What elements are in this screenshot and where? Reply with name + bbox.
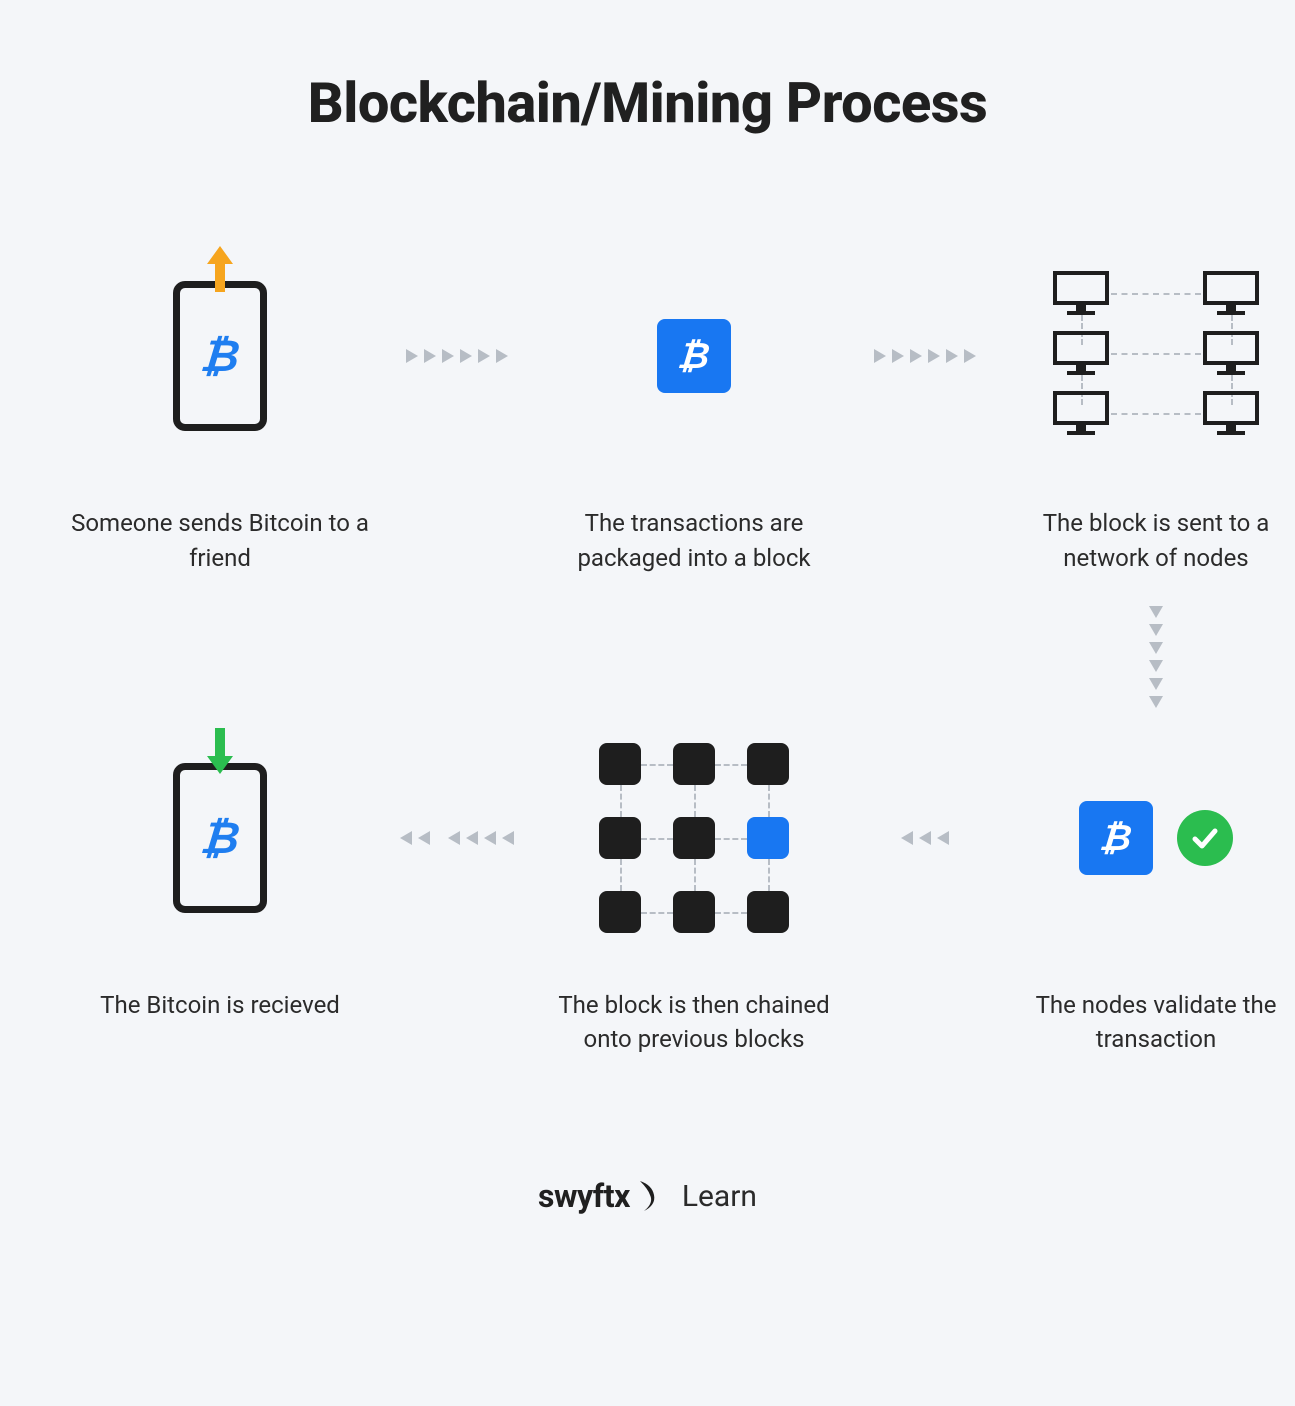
connector-left-1: [901, 738, 949, 938]
step-4: ₿ The nodes validate the transaction: [996, 738, 1295, 1058]
arrow-up-icon: [203, 244, 237, 294]
swyftx-bird-icon: [634, 1179, 662, 1213]
step-3: The block is sent to a network of nodes: [996, 256, 1295, 576]
brand-suffix: Learn: [682, 1179, 757, 1214]
bitcoin-icon: ₿: [676, 338, 711, 374]
validate-icon: ₿: [996, 738, 1295, 938]
process-grid: ₿ Someone sends Bitcoin to a friend ₿ Th…: [60, 256, 1235, 1057]
step-2-caption: The transactions are packaged into a blo…: [544, 506, 844, 576]
connector-left-2: [400, 738, 514, 938]
arrow-down-icon: [203, 726, 237, 776]
bitcoin-icon: ₿: [198, 334, 241, 378]
phone-receive-icon: ₿: [60, 738, 380, 938]
page-title: Blockchain/Mining Process: [60, 70, 1235, 136]
bitcoin-icon: ₿: [198, 816, 241, 860]
connector-down: [1149, 576, 1163, 738]
step-6: ₿ The Bitcoin is recieved: [60, 738, 380, 1023]
connector-right-1: [406, 256, 508, 456]
block-icon: ₿: [534, 256, 854, 456]
step-2: ₿ The transactions are packaged into a b…: [534, 256, 854, 576]
brand-name: swyftx: [538, 1177, 662, 1215]
footer-logo: swyftx Learn: [60, 1177, 1235, 1215]
phone-send-icon: ₿: [60, 256, 380, 456]
step-5: The block is then chained onto previous …: [534, 738, 854, 1058]
connector-right-2: [874, 256, 976, 456]
step-1: ₿ Someone sends Bitcoin to a friend: [60, 256, 380, 576]
step-6-caption: The Bitcoin is recieved: [100, 988, 340, 1023]
checkmark-icon: [1177, 810, 1233, 866]
step-5-caption: The block is then chained onto previous …: [544, 988, 844, 1058]
chain-new-block: [747, 817, 789, 859]
bitcoin-icon: ₿: [1098, 820, 1133, 856]
step-3-caption: The block is sent to a network of nodes: [1006, 506, 1295, 576]
network-icon: [996, 256, 1295, 456]
step-4-caption: The nodes validate the transaction: [1006, 988, 1295, 1058]
step-1-caption: Someone sends Bitcoin to a friend: [70, 506, 370, 576]
chain-grid-icon: [534, 738, 854, 938]
